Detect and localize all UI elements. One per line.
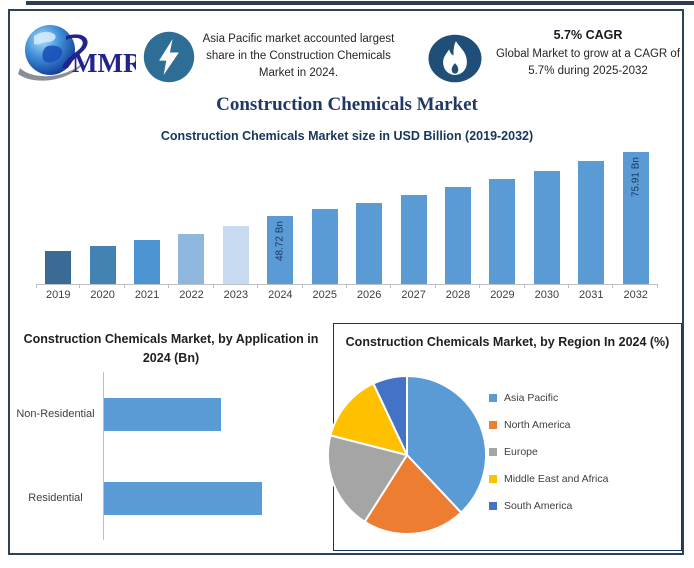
x-axis-label-2027: 2027	[391, 285, 437, 301]
bar-2029	[489, 179, 516, 284]
bar-2030	[533, 171, 560, 284]
bar-2019	[45, 251, 72, 284]
legend-label-south-america: South America	[504, 500, 573, 512]
legend-swatch-middle-east-and-africa	[489, 475, 497, 483]
fact-cagr: 5.7% CAGR Global Market to grow at a CAG…	[489, 28, 687, 80]
top-border-strip	[26, 1, 694, 5]
x-axis-label-2019: 2019	[36, 285, 81, 301]
x-axis-labels: 2019 2020 2021 2022 2023 2024 2025 2026 2027 2028…	[36, 285, 659, 301]
bar-column-2031	[569, 143, 613, 284]
bar-column-2028	[436, 143, 480, 284]
hbar-row-residential: Residential	[12, 456, 330, 540]
bar-2031	[578, 161, 605, 284]
legend-swatch-south-america	[489, 502, 497, 510]
bar-2026	[356, 203, 383, 284]
application-chart: Non-Residential Residential	[12, 372, 330, 540]
mmr-logo: MMR	[18, 25, 136, 81]
bar-2032: 75.91 Bn	[622, 152, 649, 284]
legend-label-asia-pacific: Asia Pacific	[504, 392, 559, 404]
bar-column-2030	[525, 143, 569, 284]
region-chart-title: Construction Chemicals Market, by Region…	[345, 335, 670, 349]
legend-swatch-asia-pacific	[489, 394, 497, 402]
hbar-track-residential	[103, 456, 330, 540]
pie-slice-asia-pacific	[406, 375, 487, 514]
x-axis-label-2029: 2029	[480, 285, 526, 301]
lightning-icon	[143, 31, 195, 83]
x-axis-label-2028: 2028	[436, 285, 481, 301]
market-size-chart-title: Construction Chemicals Market size in US…	[160, 129, 534, 143]
bar-column-2023	[214, 143, 258, 284]
legend-label-north-america: North America	[504, 419, 571, 431]
cagr-description: Global Market to grow at a CAGR of 5.7% …	[495, 48, 681, 77]
bar-column-2024: 48.72 Bn	[258, 143, 302, 284]
legend-swatch-europe	[489, 448, 497, 456]
bar-2022	[178, 234, 205, 284]
globe-icon	[18, 25, 88, 81]
x-axis-label-2030: 2030	[525, 285, 570, 301]
bar-2025	[311, 209, 338, 284]
bar-2021	[134, 240, 161, 284]
legend-item-europe: Europe	[489, 445, 608, 459]
bar-column-2022	[169, 143, 213, 284]
legend-item-middle-east-and-africa: Middle East and Africa	[489, 472, 608, 486]
flame-icon	[428, 34, 482, 83]
bar-column-2029	[480, 143, 524, 284]
bar-column-2019	[36, 143, 80, 284]
bar-2028	[445, 187, 471, 284]
x-axis-label-2025: 2025	[303, 285, 348, 301]
bar-column-2025	[303, 143, 347, 284]
x-axis-label-2024: 2024	[258, 285, 303, 301]
legend-item-asia-pacific: Asia Pacific	[489, 391, 608, 405]
page-title: Construction Chemicals Market	[216, 94, 478, 115]
pie-slice-south-america	[372, 375, 408, 456]
legend-item-south-america: South America	[489, 499, 608, 513]
bar-column-2021	[125, 143, 169, 284]
legend-item-north-america: North America	[489, 418, 608, 432]
application-bars: Non-Residential Residential	[12, 372, 330, 540]
x-axis-label-2023: 2023	[214, 285, 259, 301]
hbar-track-non-residential	[103, 372, 330, 456]
legend-swatch-north-america	[489, 421, 497, 429]
bar-column-2026	[347, 143, 391, 284]
bar-2024: 48.72 Bn	[267, 216, 294, 284]
market-size-chart: 48.72 Bn 75.91 Bn 2019 2020 2021 2022 2023 202…	[36, 143, 659, 301]
pie-slice-europe	[327, 434, 408, 523]
data-label-2024: 48.72 Bn	[274, 221, 286, 262]
x-axis-label-2022: 2022	[169, 285, 215, 301]
x-axis-label-2032: 2032	[613, 285, 659, 301]
bar-2023	[222, 226, 249, 284]
hbar-row-non-residential: Non-Residential	[12, 372, 330, 456]
bar-2020	[89, 246, 116, 284]
pie-slice-north-america	[363, 454, 463, 535]
bar-column-2032: 75.91 Bn	[613, 143, 657, 284]
bar-column-2027	[391, 143, 435, 284]
fact-asia-pacific: Asia Pacific market accounted largest sh…	[202, 33, 395, 79]
x-axis-label-2031: 2031	[569, 285, 614, 301]
cagr-value: 5.7% CAGR	[553, 28, 623, 42]
legend-label-middle-east-and-africa: Middle East and Africa	[504, 473, 609, 485]
x-axis-label-2026: 2026	[347, 285, 392, 301]
hbar-non-residential	[104, 397, 221, 431]
hbar-label-residential: Residential	[28, 491, 83, 504]
x-axis-label-2021: 2021	[125, 285, 170, 301]
x-axis-label-2020: 2020	[80, 285, 126, 301]
pie-slice-middle-east-and-africa	[329, 382, 408, 456]
region-pie	[327, 375, 487, 535]
bar-2027	[400, 195, 427, 284]
bar-column-2020	[80, 143, 124, 284]
logo-wordmark: MMR	[72, 48, 136, 78]
legend-label-europe: Europe	[504, 446, 538, 458]
hbar-residential	[104, 481, 262, 515]
hbar-label-non-residential: Non-Residential	[16, 407, 95, 420]
market-size-bars: 48.72 Bn 75.91 Bn	[36, 143, 658, 285]
data-label-2032: 75.91 Bn	[630, 157, 642, 198]
region-legend: Asia Pacific North America Europe Middle Ea…	[489, 391, 608, 526]
application-chart-title: Construction Chemicals Market, by Applic…	[23, 332, 319, 365]
